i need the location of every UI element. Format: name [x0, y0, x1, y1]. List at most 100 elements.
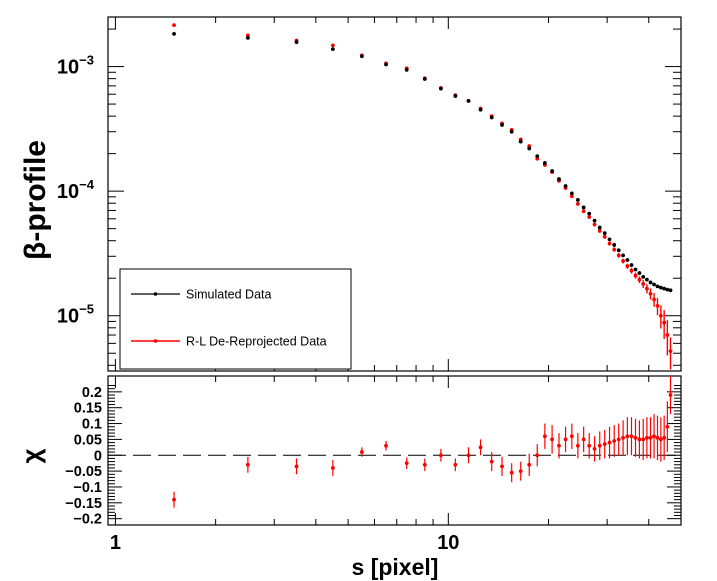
top-y-tick-label: 10−4 [57, 177, 95, 203]
simulated-point [330, 47, 335, 52]
reprojected-point [633, 273, 638, 278]
simulated-point [245, 35, 250, 40]
bottom-y-tick-label: 0.2 [82, 385, 102, 401]
legend-simulated-marker [153, 292, 158, 296]
top-y-tick-label: 10−3 [57, 53, 94, 79]
simulated-point [621, 253, 626, 258]
chi-point [563, 437, 568, 442]
chi-point [581, 437, 586, 442]
bottom-axis-ticks [108, 376, 682, 525]
simulated-point [658, 285, 663, 290]
simulated-point [665, 287, 670, 292]
simulated-point [625, 258, 630, 262]
simulated-point [662, 286, 667, 291]
chi-point [569, 434, 574, 439]
chi-point [637, 437, 642, 442]
tick-label-exponent: −4 [79, 177, 95, 192]
reprojected-point [607, 241, 612, 246]
simulated-point [294, 40, 299, 45]
simulated-point [668, 288, 673, 293]
simulated-point [637, 271, 642, 275]
chi-point [550, 437, 554, 442]
chi-point [641, 437, 646, 442]
bottom-y-tick-label: −0.05 [65, 464, 102, 480]
reprojected-point [668, 349, 673, 354]
simulated-point [453, 94, 458, 98]
simulated-point [648, 280, 653, 285]
reprojected-point [172, 23, 176, 28]
chi-point [612, 439, 617, 443]
chi-point [438, 453, 443, 458]
reprojected-point [625, 264, 630, 269]
chi-point [489, 459, 494, 464]
reprojected-point [662, 320, 667, 325]
top-y-tick-label: 10−5 [57, 302, 94, 328]
chi-point [359, 450, 364, 454]
reprojected-point [648, 291, 653, 296]
reprojected-point [616, 253, 621, 258]
simulated-point [509, 129, 514, 134]
chi-point [665, 424, 670, 429]
bottom-y-tick-label: 0.15 [74, 401, 102, 417]
chi-point [616, 437, 621, 442]
tick-label-base: 10 [57, 181, 79, 203]
chi-point [172, 497, 176, 502]
reprojected-point [587, 215, 592, 219]
chi-point [662, 435, 667, 440]
tick-label-exponent: −5 [79, 302, 94, 317]
bottom-y-tick-label: −0.2 [73, 512, 102, 528]
chi-point [658, 437, 663, 442]
bottom-y-axis-title: χ [16, 448, 46, 463]
tick-label-base: 10 [57, 57, 79, 79]
simulated-point [569, 191, 574, 196]
chi-point [607, 440, 612, 445]
simulated-point [422, 77, 427, 81]
chi-point [575, 443, 580, 448]
simulated-point [518, 139, 523, 144]
simulated-point [384, 62, 388, 67]
simulated-point [645, 277, 649, 282]
legend-box [119, 268, 352, 370]
bottom-y-tick-label: 0 [94, 448, 102, 464]
reprojected-point [569, 194, 574, 199]
simulated-point [616, 248, 621, 253]
x-tick-label: 1 [110, 532, 121, 554]
chi-point [597, 443, 602, 448]
bottom-x-tick-labels: 1 10 [110, 532, 460, 554]
x-axis-title: s [pixel] [352, 554, 439, 580]
chi-point [518, 469, 523, 474]
simulated-point [633, 267, 638, 272]
chi-point [294, 464, 299, 469]
chi-point [509, 470, 514, 475]
simulated-point [587, 211, 592, 216]
simulated-point [359, 54, 364, 59]
simulated-point [489, 115, 494, 120]
simulated-point [597, 225, 602, 230]
chi-point [330, 466, 335, 470]
chi-point [652, 434, 656, 439]
simulated-point [563, 184, 568, 188]
bottom-y-tick-label: 0.05 [74, 432, 102, 448]
top-axis-ticks [108, 17, 682, 371]
x-tick-label: 10 [437, 532, 459, 554]
reprojected-point [645, 286, 649, 291]
chi-point [648, 435, 653, 440]
chi-point [404, 461, 409, 466]
bottom-y-tick-label: −0.1 [73, 480, 102, 496]
top-y-axis-title: β-profile [19, 140, 52, 260]
simulated-point [557, 177, 561, 181]
simulated-point [172, 31, 176, 36]
simulated-point [535, 154, 540, 159]
tick-label-exponent: −3 [79, 53, 94, 68]
reprojected-point [621, 259, 626, 263]
chi-point [625, 434, 630, 439]
legend-reprojected-label: R-L De-Reprojected Data [186, 335, 327, 349]
chi-point [527, 462, 532, 467]
simulated-point [404, 68, 409, 72]
chi-point [633, 435, 638, 440]
bottom-series-chi [172, 376, 673, 508]
bottom-y-tick-label: −0.15 [65, 496, 102, 512]
reprojected-point [652, 297, 656, 302]
reprojected-point [629, 268, 634, 273]
